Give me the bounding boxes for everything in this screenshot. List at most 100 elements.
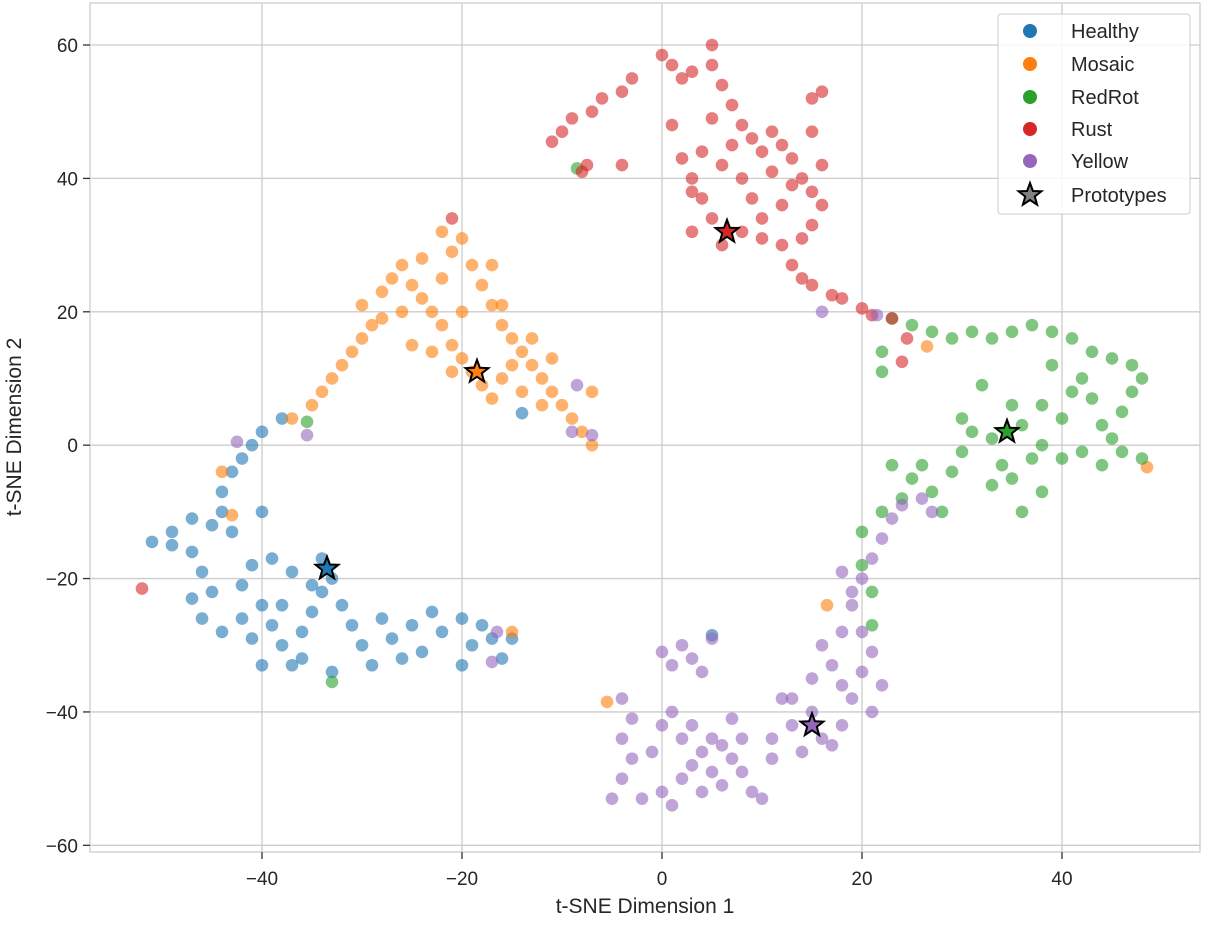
data-point xyxy=(505,332,519,345)
data-point xyxy=(225,525,239,539)
data-point xyxy=(805,92,819,105)
data-point xyxy=(675,732,689,745)
legend-marker-healthy xyxy=(1023,24,1037,38)
data-point xyxy=(795,745,809,759)
data-point xyxy=(835,565,849,579)
y-tick-label: 0 xyxy=(67,436,78,457)
data-point xyxy=(305,578,319,592)
data-point xyxy=(455,352,469,365)
data-point xyxy=(485,655,499,669)
legend-label: Mosaic xyxy=(1071,54,1134,76)
data-point xyxy=(665,118,679,132)
data-point xyxy=(215,625,229,639)
data-point xyxy=(395,652,409,665)
data-point xyxy=(1135,452,1149,465)
data-point xyxy=(865,645,879,659)
data-point xyxy=(835,678,849,692)
data-point xyxy=(725,712,739,725)
x-tick-label: 0 xyxy=(657,869,668,890)
data-point xyxy=(275,638,289,652)
y-tick-label: 20 xyxy=(57,303,78,324)
legend-label: Rust xyxy=(1071,119,1113,141)
data-point xyxy=(985,478,999,492)
data-point xyxy=(1005,472,1019,485)
data-point xyxy=(795,272,809,285)
data-point xyxy=(815,198,829,212)
data-point xyxy=(545,352,559,365)
data-point xyxy=(785,152,799,165)
data-point xyxy=(625,752,639,765)
data-point xyxy=(295,625,309,639)
data-point xyxy=(755,792,769,805)
y-tick-label: −60 xyxy=(46,836,78,857)
data-point xyxy=(1135,372,1149,385)
data-point xyxy=(845,598,859,612)
data-point xyxy=(1105,432,1119,445)
data-point xyxy=(745,132,759,145)
legend-label: Yellow xyxy=(1071,151,1129,173)
data-point xyxy=(1035,398,1049,412)
data-point xyxy=(685,65,699,78)
data-point xyxy=(865,705,879,719)
data-point xyxy=(455,305,469,319)
data-point xyxy=(195,565,209,579)
data-point xyxy=(335,358,349,372)
data-point xyxy=(1065,385,1079,399)
data-point xyxy=(1125,358,1139,372)
data-point xyxy=(325,372,339,385)
data-point xyxy=(1125,385,1139,399)
data-point xyxy=(585,438,599,452)
data-point xyxy=(375,612,389,625)
data-point xyxy=(675,72,689,85)
data-point xyxy=(1095,418,1109,432)
data-point xyxy=(675,152,689,165)
data-point xyxy=(615,772,629,785)
data-point xyxy=(765,165,779,179)
data-point xyxy=(785,178,799,192)
data-point xyxy=(805,672,819,685)
data-point xyxy=(255,505,269,519)
data-point xyxy=(835,292,849,305)
data-point xyxy=(675,772,689,785)
data-point xyxy=(475,618,489,632)
data-point xyxy=(825,288,839,302)
data-point xyxy=(865,585,879,599)
data-point xyxy=(295,652,309,665)
data-point xyxy=(565,425,579,439)
data-point xyxy=(685,758,699,772)
data-point xyxy=(835,718,849,732)
data-point xyxy=(375,285,389,299)
data-point xyxy=(305,605,319,619)
data-point xyxy=(665,705,679,719)
data-point xyxy=(675,638,689,652)
data-point xyxy=(655,48,669,62)
data-point xyxy=(445,245,459,259)
data-point xyxy=(565,412,579,425)
data-point xyxy=(920,340,934,353)
data-point xyxy=(965,425,979,439)
data-point xyxy=(755,212,769,225)
data-point xyxy=(425,305,439,319)
prototype-star-icon xyxy=(797,710,827,738)
data-point xyxy=(285,412,299,425)
data-point xyxy=(775,198,789,212)
data-point xyxy=(375,312,389,325)
data-point xyxy=(775,692,789,705)
data-point xyxy=(1085,345,1099,359)
data-point xyxy=(785,692,799,705)
data-point xyxy=(835,625,849,639)
data-point xyxy=(185,512,199,525)
data-point xyxy=(855,525,869,539)
data-point xyxy=(705,212,719,225)
data-point xyxy=(945,465,959,479)
data-point xyxy=(765,732,779,745)
data-point xyxy=(205,585,219,599)
data-point xyxy=(365,318,379,332)
data-point xyxy=(300,428,314,442)
data-point xyxy=(1055,452,1069,465)
data-point xyxy=(555,398,569,412)
data-point xyxy=(665,658,679,672)
data-point xyxy=(1075,372,1089,385)
data-point xyxy=(425,345,439,359)
y-tick-label: −20 xyxy=(46,570,78,591)
